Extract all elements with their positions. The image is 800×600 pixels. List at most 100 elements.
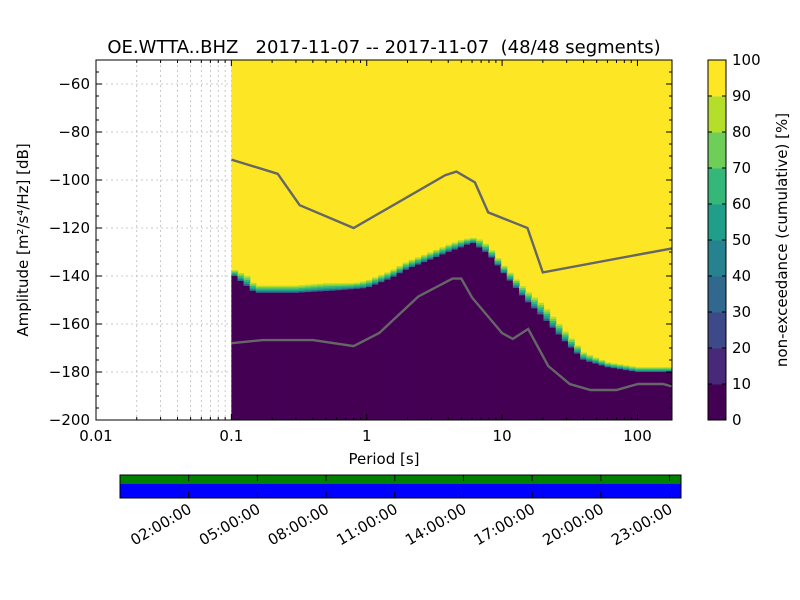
heatmap-cell [408, 261, 416, 264]
heatmap-cell [647, 368, 655, 370]
heatmap-cell [255, 292, 263, 420]
heatmap-cell [623, 367, 630, 369]
heatmap-cell [359, 286, 367, 289]
heatmap-cell [347, 283, 355, 285]
heatmap-cell [237, 274, 245, 277]
heatmap-cell [451, 243, 459, 246]
heatmap-cell [555, 330, 563, 333]
heatmap-cell [414, 257, 422, 260]
colorbar-tick-label: 0 [732, 411, 742, 429]
colorbar-ticks: 0 10 20 30 40 50 60 70 80 90 100 [708, 51, 761, 429]
heatmap-cell [635, 367, 643, 369]
heatmap-cell [304, 287, 312, 290]
heatmap-cell [237, 279, 245, 282]
colorbar-segment [708, 240, 726, 277]
heatmap-cell [249, 290, 257, 420]
heatmap-cell [604, 366, 612, 368]
heatmap-cell [298, 289, 306, 292]
heatmap-cell [635, 370, 643, 372]
heatmap-cell [525, 294, 532, 297]
heatmap-cell [641, 367, 649, 369]
heatmap-cell [506, 280, 514, 420]
heatmap-cell [665, 372, 672, 420]
heatmap-cell [353, 283, 361, 286]
heatmap-cell [574, 348, 581, 351]
heatmap-cell [433, 251, 441, 254]
heatmap-cell [482, 250, 490, 253]
heatmap-cell [378, 277, 385, 280]
heatmap-cell [243, 275, 251, 279]
heatmap-cell [549, 325, 557, 329]
heatmap-cell [470, 238, 477, 241]
heatmap-cell [237, 273, 245, 276]
heatmap-cell [616, 366, 624, 368]
heatmap-cell [463, 244, 471, 420]
heatmap-cell [298, 286, 306, 289]
heatmap-cell [427, 256, 434, 259]
heatmap-cell [384, 272, 392, 275]
heatmap-cell [341, 287, 349, 289]
heatmap-cell [506, 274, 514, 277]
heatmap-cell [519, 295, 526, 420]
heatmap-cell [341, 289, 349, 420]
heatmap-cell [665, 370, 672, 372]
heatmap-cell [329, 284, 337, 287]
x-tick-label: 10 [493, 427, 512, 445]
heatmap-cell [384, 275, 392, 278]
heatmap-cell [549, 318, 557, 322]
heatmap-cell [580, 359, 587, 420]
heatmap-cell [372, 284, 379, 420]
heatmap-cell [274, 287, 281, 289]
heatmap-cell [445, 250, 453, 253]
heatmap-cell [261, 291, 269, 294]
heatmap-cell [561, 339, 569, 342]
heatmap-cell [543, 316, 551, 319]
nlnm-line [231, 277, 673, 392]
heatmap-cell [445, 244, 453, 247]
chart-title: OE.WTTA..BHZ 2017-11-07 -- 2017-11-07 (4… [107, 37, 660, 58]
heatmap-cell [396, 270, 404, 273]
timeline-tick-label: 20:00:00 [540, 500, 607, 549]
heatmap-cell [268, 292, 275, 420]
heatmap-cell [378, 282, 385, 420]
heatmap-cell [427, 252, 434, 255]
heatmap-cell [482, 247, 490, 250]
heatmap-cell [665, 367, 672, 369]
heatmap-cell [561, 335, 569, 338]
heatmap-cell [243, 277, 251, 281]
heatmap-cell [421, 260, 428, 263]
heatmap-cell [525, 292, 532, 295]
heatmap-cell [310, 285, 318, 288]
heatmap-cell [427, 258, 434, 261]
heatmap-cell [476, 241, 483, 244]
heatmap-cell [488, 257, 496, 420]
heatmap-cell [470, 237, 477, 240]
y-tick-label: −200 [49, 411, 90, 429]
heatmap-cell [519, 287, 526, 291]
heatmap-cell [347, 289, 355, 420]
heatmap-cell [488, 253, 496, 256]
heatmap-cell [317, 285, 324, 288]
heatmap-cell [641, 371, 649, 373]
heatmap-cell [274, 292, 281, 420]
heatmap-cell [543, 311, 551, 315]
heatmap-cell [280, 285, 288, 288]
heatmap-cell [347, 285, 355, 288]
heatmap-cell [629, 370, 636, 372]
heatmap-cell [414, 258, 422, 261]
heatmap-cell [610, 368, 618, 420]
heatmap-cell [421, 259, 428, 262]
heatmap-cell [580, 352, 587, 355]
heatmap-cell [292, 285, 300, 288]
heatmap-cell [268, 287, 275, 289]
heatmap-cell [433, 252, 441, 255]
heatmap-cell [592, 360, 600, 362]
colorbar-tick-label: 100 [732, 51, 761, 69]
heatmap-cell [665, 369, 672, 371]
heatmap-cell [335, 283, 343, 286]
heatmap-cell [249, 289, 257, 292]
y-tick-label: −100 [49, 171, 90, 189]
heatmap-cell [647, 367, 655, 369]
heatmap-cell [610, 365, 618, 367]
heatmap-cell [304, 284, 312, 287]
